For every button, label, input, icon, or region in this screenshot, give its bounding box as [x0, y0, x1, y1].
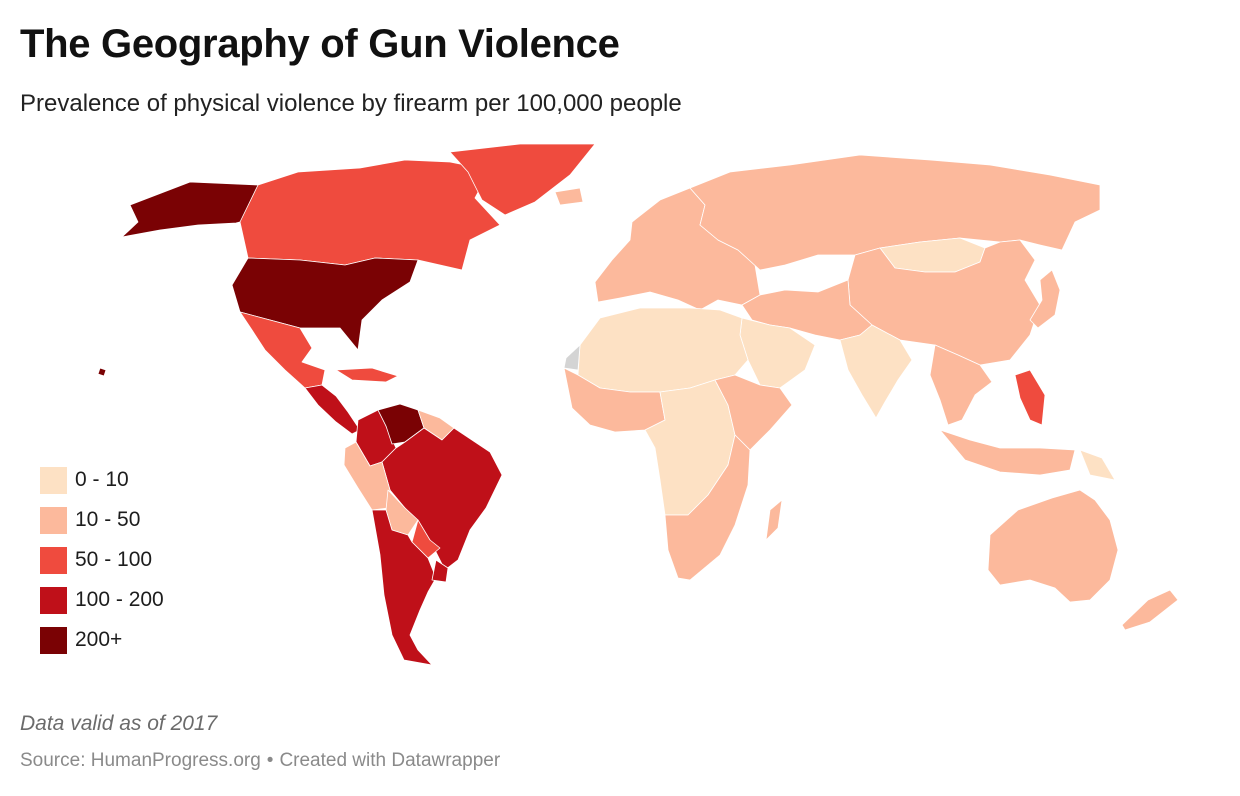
map-legend: 0 - 10 10 - 50 50 - 100 100 - 200 200+: [40, 460, 164, 660]
region-hawaii[interactable]: [97, 367, 107, 377]
region-canada[interactable]: [239, 159, 501, 271]
legend-item: 100 - 200: [40, 580, 164, 620]
region-central-america[interactable]: [304, 384, 361, 435]
legend-swatch: [40, 546, 67, 574]
region-east-africa[interactable]: [714, 374, 793, 451]
region-argentina-chile[interactable]: [371, 509, 437, 666]
chart-title: The Geography of Gun Violence: [20, 22, 620, 66]
region-india[interactable]: [839, 324, 913, 419]
region-australia[interactable]: [987, 489, 1119, 603]
legend-label: 10 - 50: [75, 508, 141, 531]
region-new-zealand[interactable]: [1121, 589, 1179, 631]
region-southern-africa[interactable]: [664, 434, 751, 581]
region-southeast-asia[interactable]: [929, 344, 993, 426]
legend-swatch: [40, 586, 67, 614]
legend-item: 200+: [40, 620, 164, 660]
region-uruguay[interactable]: [431, 559, 449, 583]
legend-label: 50 - 100: [75, 548, 153, 571]
region-iceland[interactable]: [554, 187, 584, 206]
world-map: [0, 130, 1240, 690]
legend-swatch: [40, 626, 67, 654]
region-greenland[interactable]: [449, 143, 596, 216]
legend-item: 0 - 10: [40, 460, 164, 500]
region-alaska[interactable]: [121, 181, 259, 238]
region-papua-new-guinea[interactable]: [1079, 449, 1116, 481]
region-caribbean[interactable]: [335, 367, 399, 383]
region-indonesia[interactable]: [939, 429, 1076, 476]
legend-label: 200+: [75, 628, 123, 651]
data-note: Data valid as of 2017: [20, 712, 218, 735]
region-japan[interactable]: [1029, 269, 1061, 329]
footer-separator: •: [266, 750, 274, 771]
chart-subtitle: Prevalence of physical violence by firea…: [20, 90, 682, 117]
legend-item: 50 - 100: [40, 540, 164, 580]
legend-label: 100 - 200: [75, 588, 164, 611]
legend-swatch: [40, 506, 67, 534]
legend-swatch: [40, 466, 67, 494]
region-philippines[interactable]: [1014, 369, 1046, 426]
region-mexico[interactable]: [239, 311, 326, 389]
legend-item: 10 - 50: [40, 500, 164, 540]
datawrapper-credit-link[interactable]: Created with Datawrapper: [279, 750, 501, 771]
legend-label: 0 - 10: [75, 468, 129, 491]
region-madagascar[interactable]: [765, 499, 783, 541]
source-footer: Source: HumanProgress.org • Created with D…: [20, 750, 500, 772]
source-link[interactable]: Source: HumanProgress.org: [20, 750, 261, 771]
world-map-svg: [97, 143, 1179, 666]
region-western-sahara[interactable]: [563, 344, 581, 371]
